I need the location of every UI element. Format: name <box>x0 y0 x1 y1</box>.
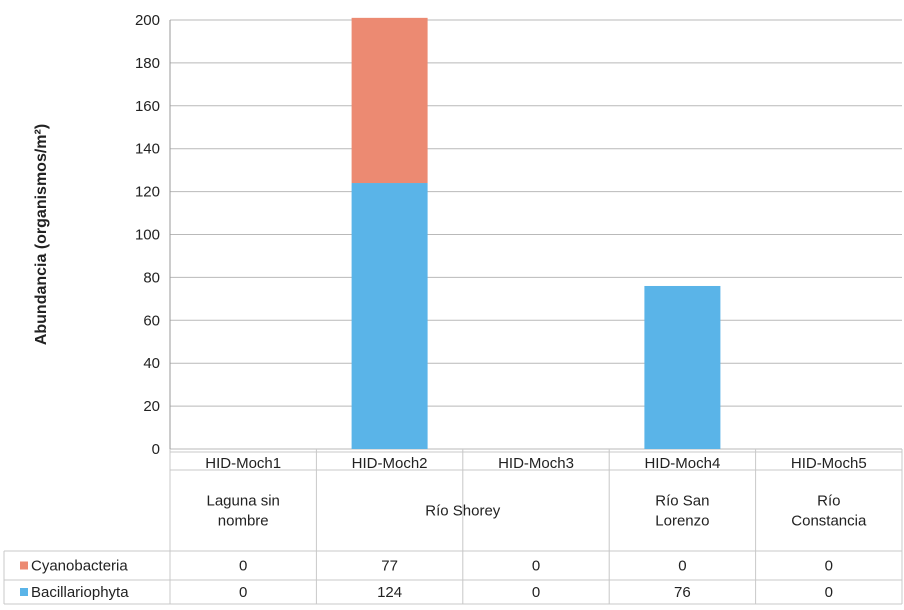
legend-label: Bacillariophyta <box>31 584 129 601</box>
site-label: Laguna sin <box>206 493 279 510</box>
site-label: Constancia <box>791 513 867 530</box>
bar-cyanobacteria-hid-moch2 <box>351 17 428 184</box>
table-value: 77 <box>381 558 398 575</box>
data-table: 0 77 0 0 0 0 124 0 76 0 <box>3 449 903 605</box>
y-tick-label: 200 <box>135 12 160 29</box>
table-value: 0 <box>678 558 686 575</box>
site-label: Lorenzo <box>655 513 709 530</box>
x-tick-label: HID-Moch5 <box>791 455 867 472</box>
y-tick-label: 40 <box>143 355 160 372</box>
y-axis-title: Abundancia (organismos/m²) <box>33 124 50 345</box>
table-value: 0 <box>825 584 833 601</box>
legend-label: Cyanobacteria <box>31 558 128 575</box>
site-label: Río San <box>655 493 709 510</box>
y-tick-label: 20 <box>143 398 160 415</box>
legend: Cyanobacteria Bacillariophyta <box>20 558 129 601</box>
x-tick-label: HID-Moch3 <box>498 455 574 472</box>
x-axis: HID-Moch1 HID-Moch2 HID-Moch3 HID-Moch4 HID-… <box>205 455 866 472</box>
y-tick-label: 160 <box>135 98 160 115</box>
y-tick-label: 0 <box>152 441 160 458</box>
y-tick-label: 60 <box>143 312 160 329</box>
table-value: 0 <box>239 558 247 575</box>
x-tick-label: HID-Moch2 <box>352 455 428 472</box>
y-tick-label: 140 <box>135 141 160 158</box>
table-value: 0 <box>532 558 540 575</box>
table-value: 124 <box>377 584 402 601</box>
x-tick-label: HID-Moch1 <box>205 455 281 472</box>
site-groups: Laguna sin nombre Río Shorey Río San Lorenzo… <box>206 493 866 530</box>
table-value: 76 <box>674 584 691 601</box>
bar-bacillariophyta-hid-moch2 <box>351 183 428 449</box>
gridlines <box>169 19 902 450</box>
site-label: Río Shorey <box>425 503 501 520</box>
legend-swatch-bacillariophyta <box>20 588 28 596</box>
y-axis: 0 20 40 60 80 100 120 140 160 180 200 <box>135 12 160 458</box>
table-value: 0 <box>825 558 833 575</box>
site-label: Río <box>817 493 840 510</box>
y-tick-label: 100 <box>135 227 160 244</box>
legend-swatch-cyanobacteria <box>20 561 28 570</box>
y-tick-label: 80 <box>143 269 160 286</box>
site-label: nombre <box>218 513 269 530</box>
y-tick-label: 120 <box>135 184 160 201</box>
bars <box>351 17 721 449</box>
x-tick-label: HID-Moch4 <box>644 455 720 472</box>
bar-bacillariophyta-hid-moch4 <box>644 285 721 449</box>
table-value: 0 <box>239 584 247 601</box>
y-tick-label: 180 <box>135 55 160 72</box>
table-value: 0 <box>532 584 540 601</box>
